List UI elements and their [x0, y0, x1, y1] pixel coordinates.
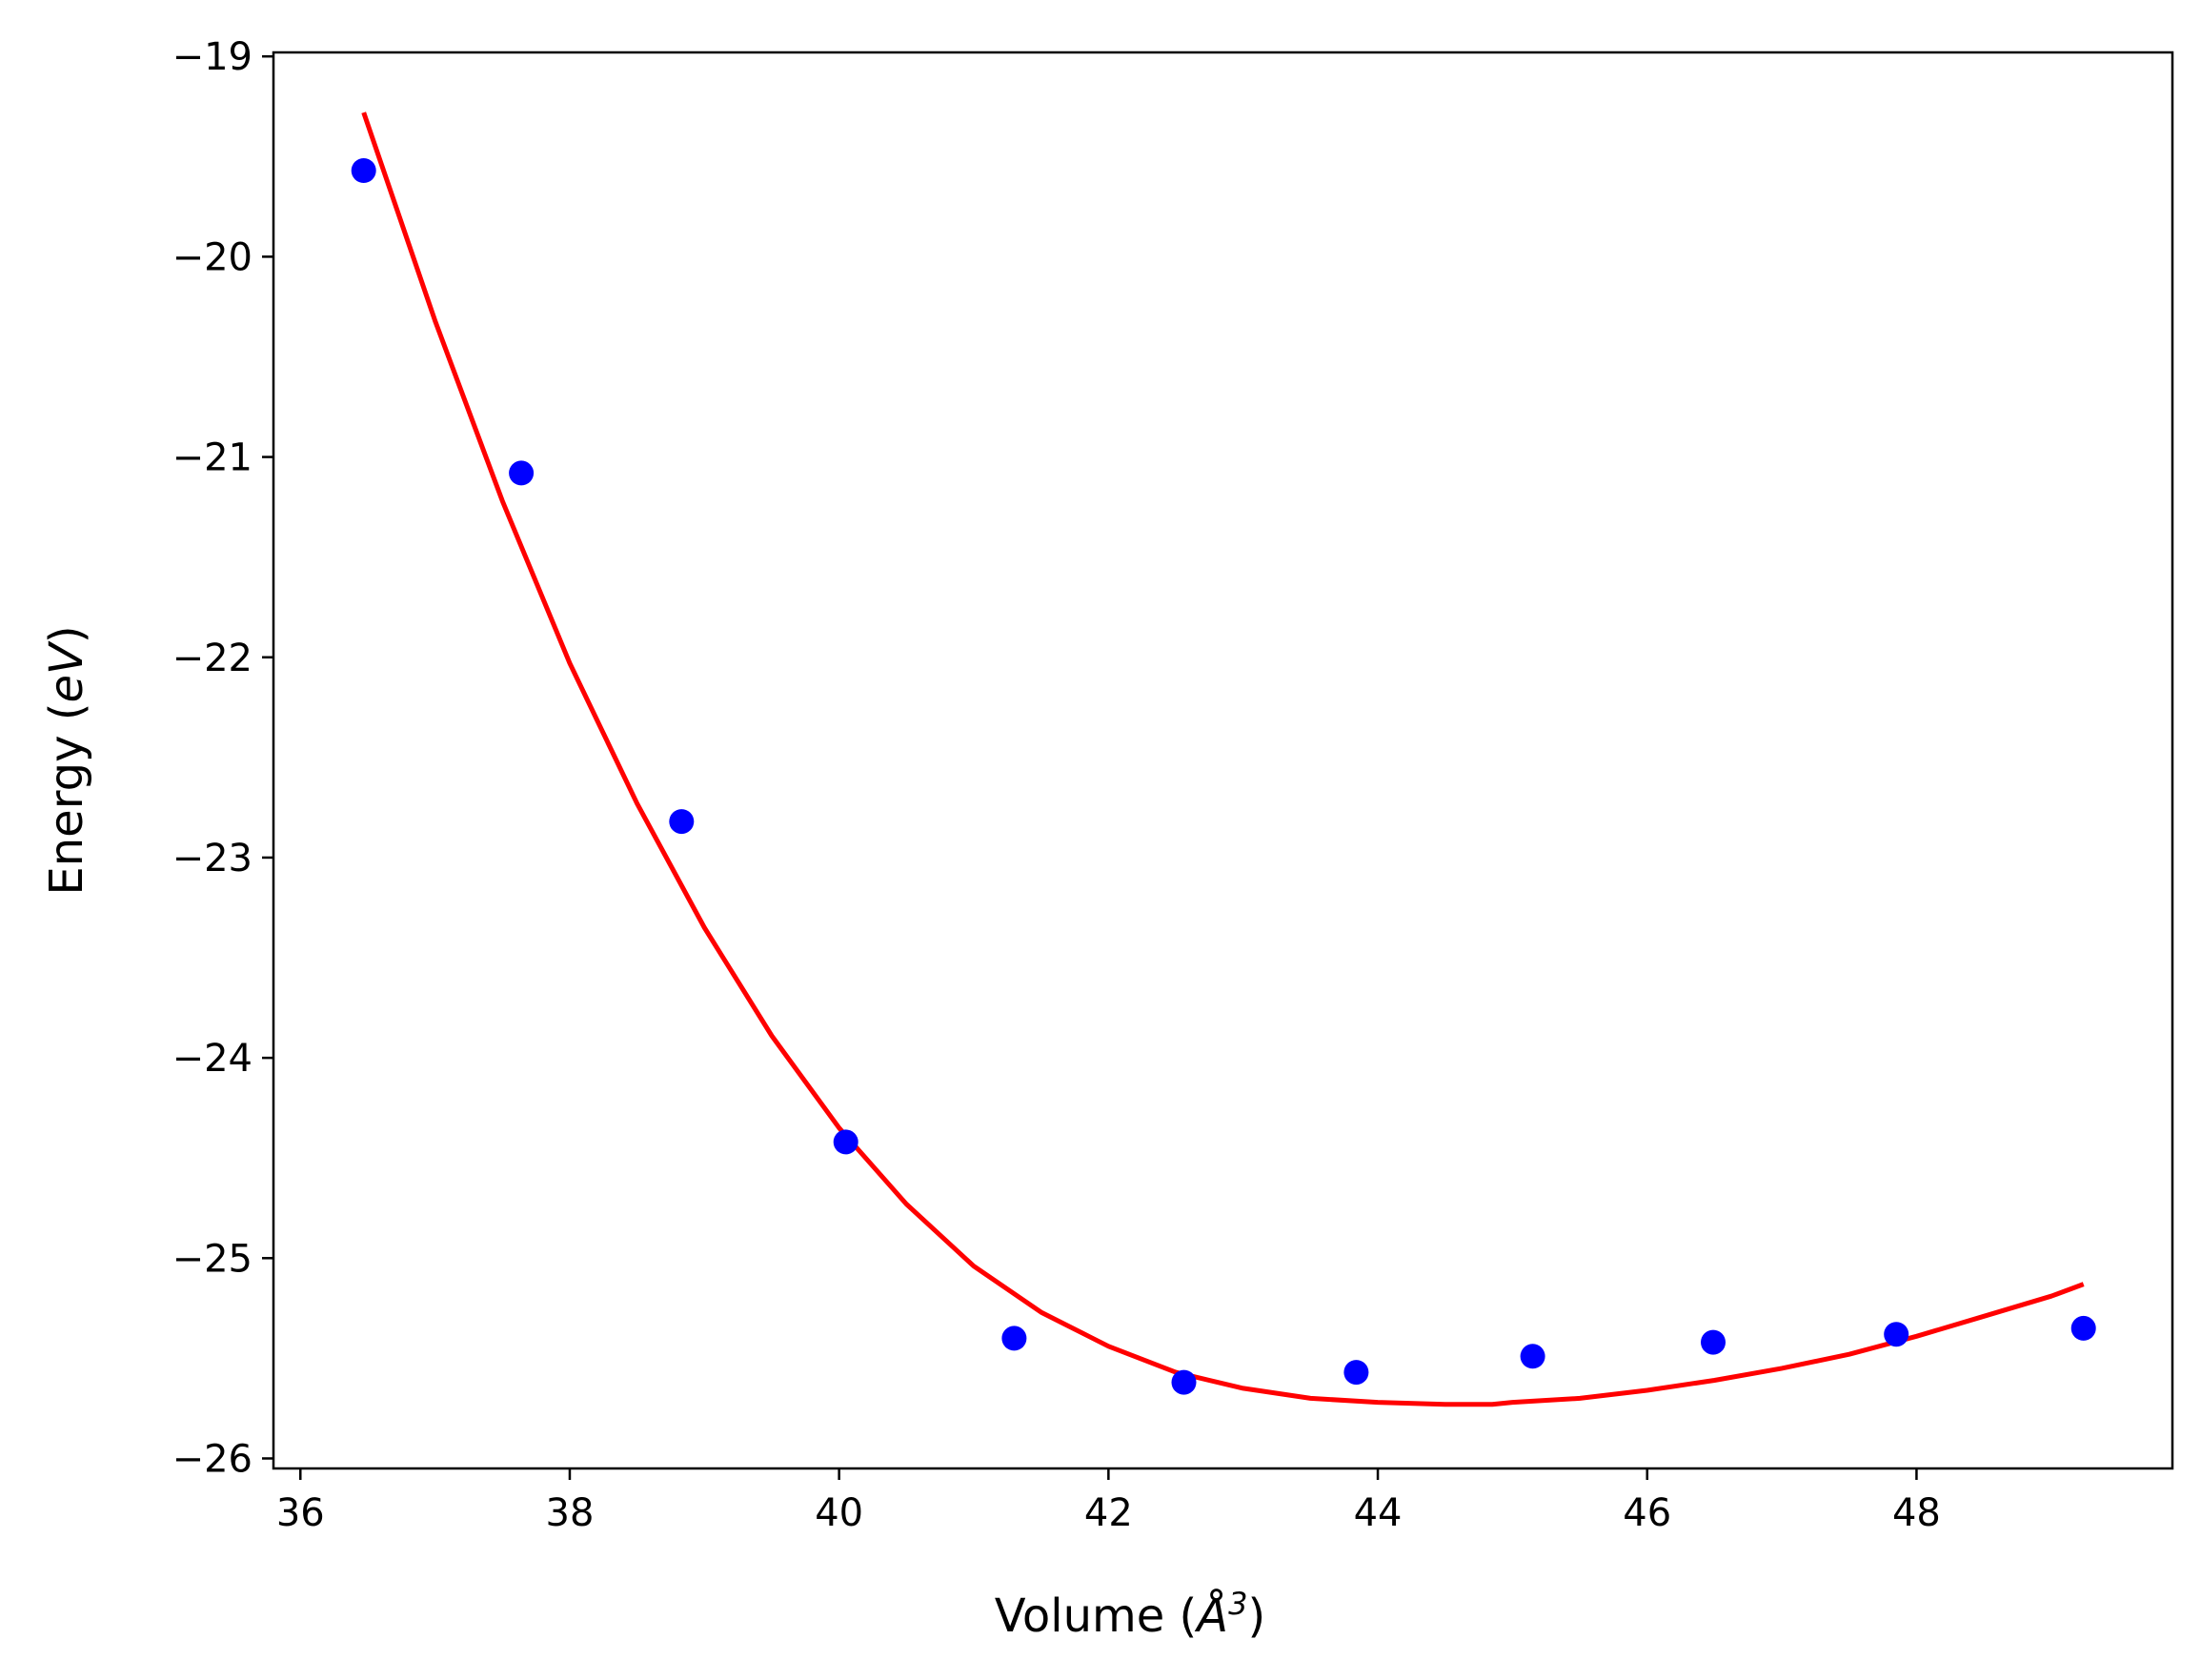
- fit-line-layer: [361, 111, 2085, 1407]
- data-point: [2070, 1315, 2096, 1341]
- x-tick-label: 36: [276, 1491, 325, 1535]
- y-tick-label: −20: [172, 235, 252, 279]
- x-axis-label-suffix: ): [1247, 1589, 1265, 1643]
- data-point: [509, 460, 535, 486]
- data-point: [1001, 1326, 1027, 1351]
- y-tick-label: −19: [172, 35, 252, 79]
- y-axis-label-unit: eV: [40, 640, 93, 703]
- data-point: [1171, 1369, 1197, 1395]
- y-tick-label: −21: [172, 436, 252, 480]
- x-tick-label: 44: [1354, 1491, 1403, 1535]
- x-axis: 36 38 40 42 44 46 48: [276, 1468, 1941, 1535]
- y-axis-label-suffix: ): [40, 625, 93, 643]
- x-axis-label-exponent: 3: [1228, 1586, 1247, 1622]
- data-point: [1520, 1344, 1545, 1369]
- plot-frame: [272, 51, 2174, 1470]
- data-point: [833, 1129, 858, 1155]
- scatter-points-layer: [351, 158, 2096, 1395]
- y-tick-label: −22: [172, 637, 252, 680]
- y-axis-label-prefix: Energy (: [40, 703, 93, 896]
- x-tick-label: 46: [1623, 1491, 1671, 1535]
- data-point: [669, 809, 695, 835]
- data-point: [351, 158, 376, 183]
- x-tick-label: 48: [1892, 1491, 1941, 1535]
- x-axis-label-prefix: Volume (: [995, 1589, 1198, 1643]
- x-tick-label: 42: [1084, 1491, 1133, 1535]
- fit-curve: [361, 111, 2085, 1407]
- x-tick-label: 40: [815, 1491, 863, 1535]
- x-tick-label: 38: [546, 1491, 595, 1535]
- data-point: [1884, 1322, 1909, 1347]
- y-tick-label: −26: [172, 1437, 252, 1481]
- data-point: [1343, 1360, 1369, 1386]
- y-axis-label: Energy (eV): [40, 625, 93, 895]
- y-axis: −19 −20 −21 −22 −23 −24 −25 −26: [172, 35, 273, 1481]
- y-tick-label: −24: [172, 1037, 252, 1081]
- y-tick-label: −25: [172, 1237, 252, 1281]
- x-axis-label-unit: Å: [1194, 1589, 1228, 1643]
- x-axis-label: Volume (Å3): [995, 1586, 1265, 1643]
- y-tick-label: −23: [172, 837, 252, 880]
- data-point: [1701, 1329, 1726, 1355]
